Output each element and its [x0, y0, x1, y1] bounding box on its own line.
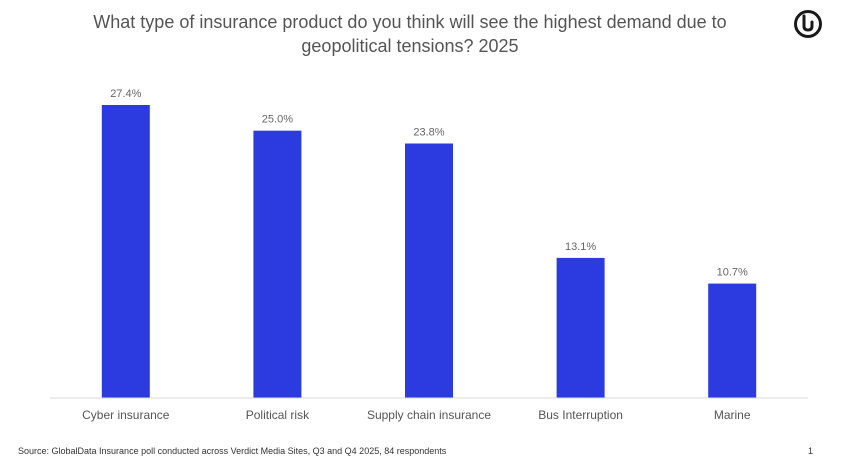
category-label-2: Political risk — [246, 408, 310, 422]
bars-group — [101, 105, 757, 398]
bar-4 — [556, 257, 605, 398]
data-label-2: 25.0% — [262, 114, 293, 126]
data-label-3: 23.8% — [413, 126, 444, 138]
category-label-3: Supply chain insurance — [367, 408, 491, 422]
category-label-1: Cyber insurance — [82, 408, 170, 422]
source-note: Source: GlobalData Insurance poll conduc… — [18, 446, 447, 456]
labels-group: 27.4% Cyber insurance 25.0% Political risk 2… — [82, 88, 751, 422]
bar-2 — [253, 130, 302, 398]
category-label-4: Bus Interruption — [538, 408, 623, 422]
chart-title-line-2: geopolitical tensions? 2025 — [301, 36, 519, 56]
data-label-1: 27.4% — [110, 88, 141, 100]
globaldata-logo-icon — [794, 10, 822, 38]
chart-title-line-1: What type of insurance product do you th… — [93, 12, 727, 32]
bar-5 — [708, 283, 757, 398]
chart-title: What type of insurance product do you th… — [40, 10, 780, 58]
bar-3 — [405, 143, 453, 398]
data-label-4: 13.1% — [565, 241, 596, 253]
page-number: 1 — [808, 446, 814, 456]
category-label-5: Marine — [714, 408, 751, 422]
bar-1 — [101, 105, 150, 398]
data-label-5: 10.7% — [717, 267, 748, 279]
